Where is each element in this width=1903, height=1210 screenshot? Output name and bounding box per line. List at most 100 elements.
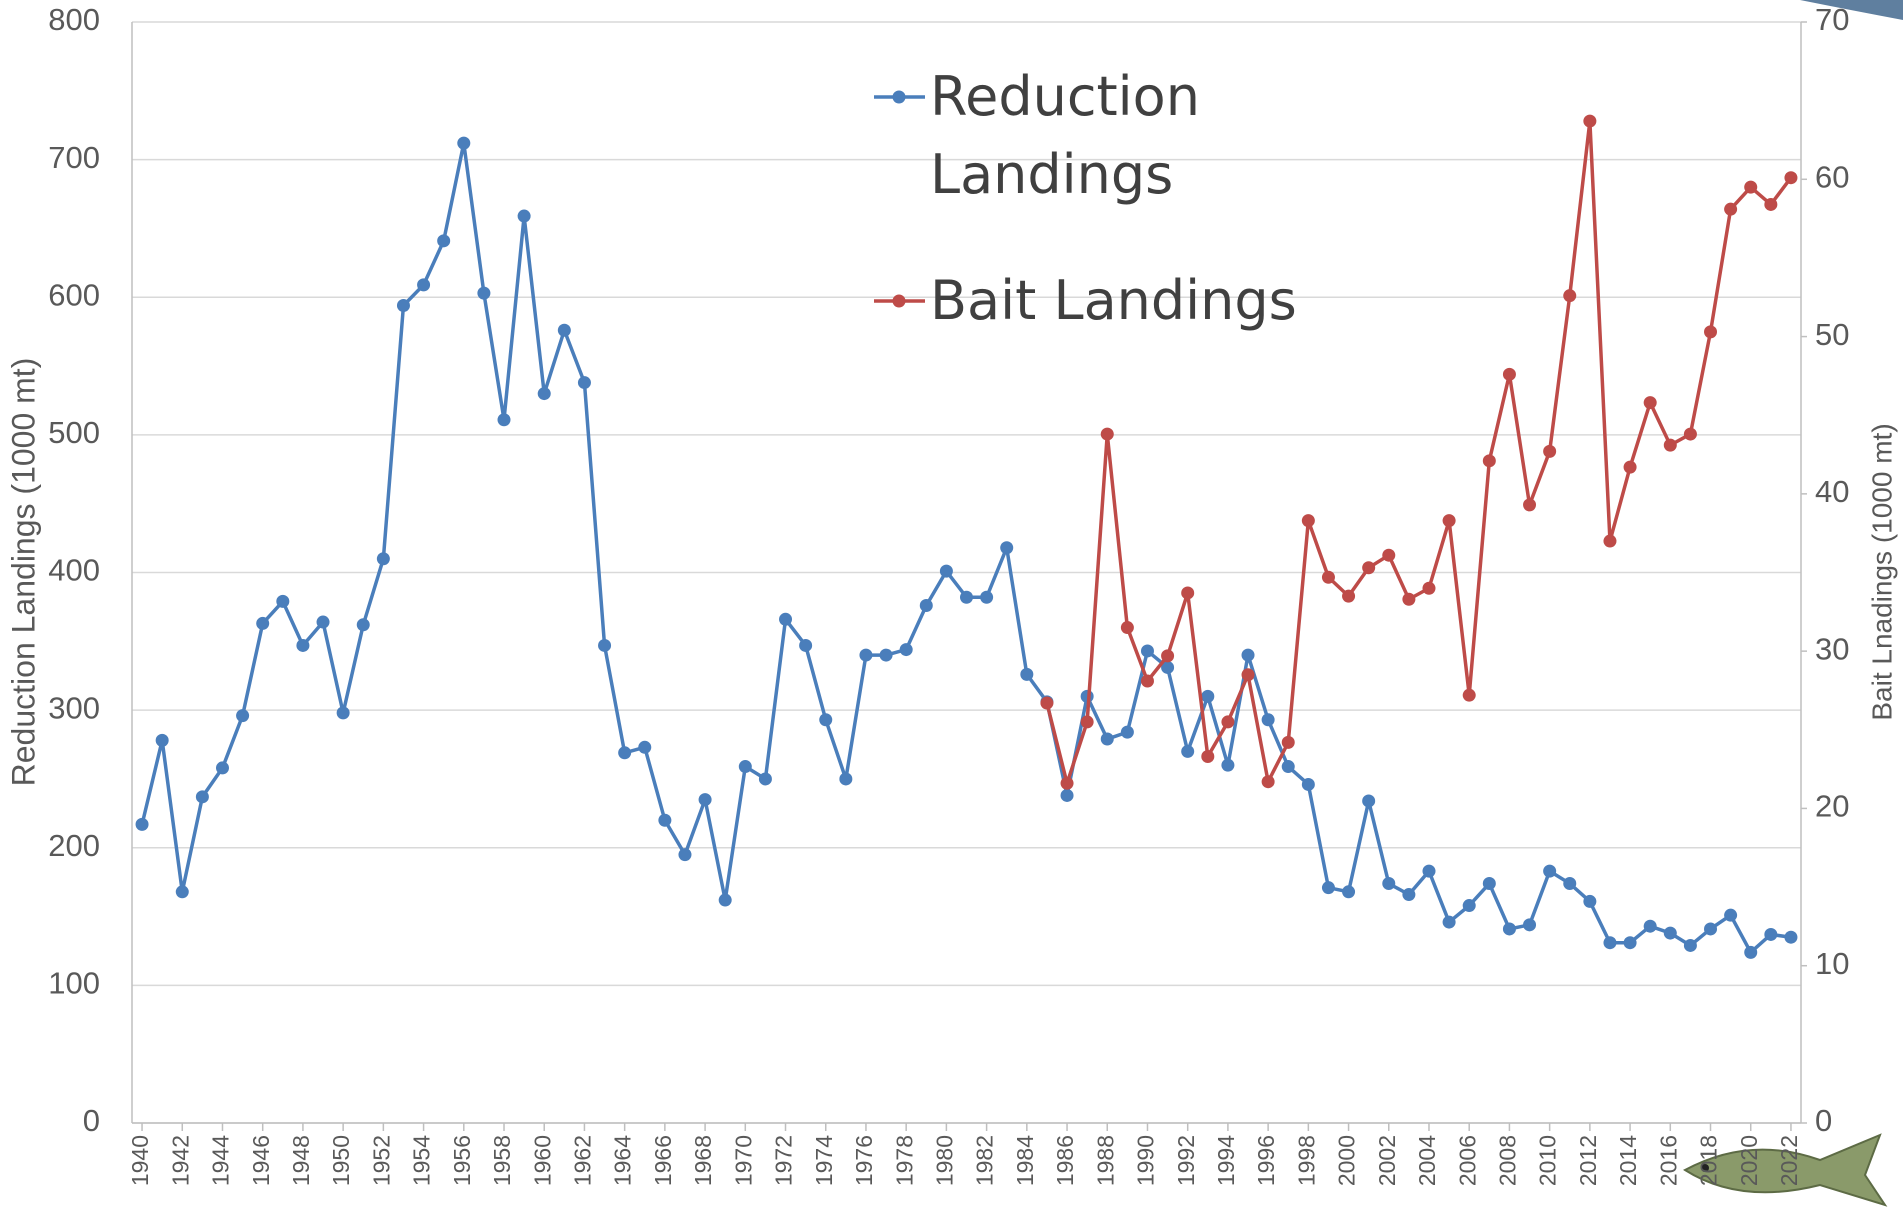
point: [1081, 715, 1094, 728]
point: [1744, 946, 1757, 959]
y-tick-label: 800: [48, 2, 100, 37]
point: [1061, 777, 1074, 790]
point: [1101, 733, 1114, 746]
point: [839, 772, 852, 785]
x-tick-label: 1994: [1213, 1135, 1239, 1186]
point: [276, 595, 289, 608]
point: [1664, 439, 1677, 452]
point: [980, 591, 993, 604]
point: [317, 616, 330, 629]
point: [1201, 690, 1214, 703]
point: [1201, 750, 1214, 763]
point: [1784, 171, 1797, 184]
x-tick-label: 2010: [1535, 1135, 1561, 1186]
point: [417, 278, 430, 291]
point: [1583, 115, 1596, 128]
y2-tick-label: 10: [1815, 946, 1849, 981]
point: [1282, 760, 1295, 773]
point: [216, 761, 229, 774]
point: [1161, 649, 1174, 662]
y-tick-label: 700: [48, 140, 100, 175]
x-tick-label: 2014: [1615, 1135, 1641, 1186]
x-tick-label: 1954: [409, 1135, 435, 1186]
point: [1744, 181, 1757, 194]
point: [518, 210, 531, 223]
x-tick-label: 1978: [891, 1135, 917, 1186]
y2-tick-label: 20: [1815, 789, 1849, 824]
legend-marker: [893, 295, 906, 308]
point: [558, 324, 571, 337]
point: [739, 760, 752, 773]
y-tick-label: 400: [48, 553, 100, 588]
point: [1141, 675, 1154, 688]
point: [457, 137, 470, 150]
x-tick-label: 1974: [811, 1135, 837, 1186]
point: [1503, 368, 1516, 381]
x-tick-label: 1982: [972, 1135, 998, 1186]
page: Reduction Landings (1000 mt) Bait Lnadin…: [0, 0, 1903, 1210]
point: [1764, 198, 1777, 211]
x-tick-label: 1960: [529, 1135, 555, 1186]
point: [799, 639, 812, 652]
point: [1724, 203, 1737, 216]
point: [1302, 514, 1315, 527]
point: [1523, 498, 1536, 511]
point: [437, 234, 450, 247]
x-tick-label: 2018: [1696, 1135, 1722, 1186]
x-tick-label: 2020: [1736, 1135, 1762, 1186]
y2-axis-label: Bait Lnadings (1000 mt): [1866, 423, 1897, 720]
point: [1422, 582, 1435, 595]
y-tick-label: 500: [48, 415, 100, 450]
point: [1382, 549, 1395, 562]
point: [940, 565, 953, 578]
x-tick-label: 1984: [1012, 1135, 1038, 1186]
point: [1221, 759, 1234, 772]
point: [1543, 865, 1556, 878]
point: [1121, 726, 1134, 739]
point: [1181, 745, 1194, 758]
x-tick-label: 1980: [931, 1135, 957, 1186]
x-tick-label: 2016: [1655, 1135, 1681, 1186]
x-tick-label: 1948: [288, 1135, 314, 1186]
point: [1483, 877, 1496, 890]
x-tick-label: 1992: [1173, 1135, 1199, 1186]
point: [397, 299, 410, 312]
point: [156, 734, 169, 747]
y-tick-label: 300: [48, 690, 100, 725]
y-axis-label: Reduction Landings (1000 mt): [5, 358, 41, 787]
x-tick-label: 1998: [1293, 1135, 1319, 1186]
point: [1282, 736, 1295, 749]
x-tick-label: 2002: [1374, 1135, 1400, 1186]
point: [960, 591, 973, 604]
y2-tick-label: 50: [1815, 317, 1849, 352]
point: [1121, 621, 1134, 634]
x-tick-label: 2004: [1414, 1135, 1440, 1186]
point: [1644, 920, 1657, 933]
y2-tick-label: 60: [1815, 159, 1849, 194]
y-tick-label: 200: [48, 828, 100, 863]
point: [1704, 325, 1717, 338]
x-tick-label: 1986: [1052, 1135, 1078, 1186]
point: [1040, 697, 1053, 710]
x-tick-label: 1962: [570, 1135, 596, 1186]
point: [1603, 535, 1616, 548]
point: [1463, 899, 1476, 912]
point: [1624, 936, 1637, 949]
point: [1624, 461, 1637, 474]
x-tick-label: 1942: [167, 1135, 193, 1186]
point: [1362, 561, 1375, 574]
point: [1362, 794, 1375, 807]
x-tick-label: 1996: [1253, 1135, 1279, 1186]
point: [598, 639, 611, 652]
point: [618, 746, 631, 759]
x-tick-label: 1976: [851, 1135, 877, 1186]
point: [1000, 541, 1013, 554]
point: [1684, 428, 1697, 441]
x-tick-label: 1968: [690, 1135, 716, 1186]
point: [1463, 689, 1476, 702]
x-tick-label: 1940: [127, 1135, 153, 1186]
x-tick-label: 1988: [1092, 1135, 1118, 1186]
point: [1563, 289, 1576, 302]
point: [1402, 888, 1415, 901]
legend-label: Bait Landings: [930, 262, 1297, 340]
